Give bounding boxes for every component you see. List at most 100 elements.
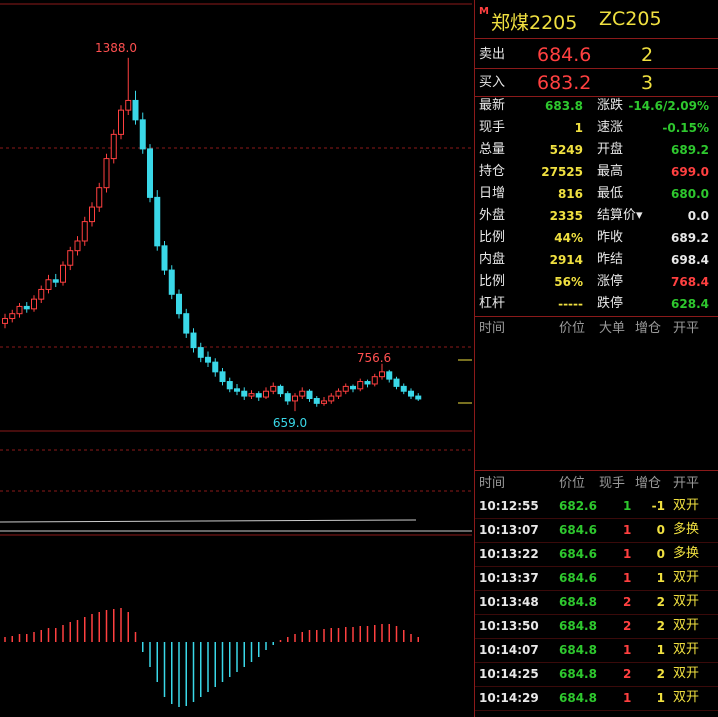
- quote-label: 最低: [597, 186, 624, 201]
- candle-body: [67, 250, 74, 266]
- trade-volume: 1: [623, 547, 632, 561]
- quote-label: 涨跌: [597, 98, 624, 113]
- candle-body: [219, 371, 226, 383]
- trade-volume: 2: [623, 619, 632, 633]
- separator: [475, 96, 718, 97]
- quote-row: 总量 5249 开盘 689.2: [475, 139, 718, 161]
- trade-type: 双开: [673, 498, 700, 513]
- quote-value: 2914: [549, 253, 583, 267]
- row-separator: [475, 614, 718, 615]
- trade-row: 10:14:25 684.8 2 2 双开: [475, 663, 718, 685]
- candle-body: [132, 99, 139, 121]
- trade-oi: 0: [656, 523, 665, 537]
- candle-body: [147, 148, 153, 198]
- column-header: 大单: [599, 321, 626, 336]
- quote-row: 杠杆 ----- 跌停 628.4: [475, 293, 718, 315]
- quote-row: 最新 683.8 涨跌 -14.6/2.09%: [475, 95, 718, 117]
- column-header: 价位: [559, 476, 586, 491]
- column-header: 时间: [479, 476, 506, 491]
- book-price: 683.2: [537, 72, 592, 94]
- quote-value: -14.6/2.09%: [628, 99, 709, 113]
- column-header: 增仓: [635, 476, 662, 491]
- quote-row: 内盘 2914 昨结 698.4: [475, 249, 718, 271]
- quote-label: 最高: [597, 164, 624, 179]
- trade-row: 10:13:50 684.8 2 2 双开: [475, 615, 718, 637]
- trade-oi: 1: [656, 643, 665, 657]
- trade-price: 682.6: [559, 499, 597, 513]
- trade-price: 684.6: [559, 523, 597, 537]
- candle-body: [45, 279, 52, 290]
- candle-body: [176, 293, 182, 315]
- row-separator: [475, 566, 718, 567]
- candle-body: [190, 332, 197, 349]
- trade-volume: 1: [623, 643, 632, 657]
- quote-value: 27525: [541, 165, 583, 179]
- candle-body: [183, 313, 190, 334]
- trade-price: 684.8: [559, 619, 597, 633]
- candle-body: [386, 371, 393, 380]
- trade-oi: 2: [656, 619, 665, 633]
- quote-label: 速涨: [597, 120, 624, 135]
- separator: [475, 316, 718, 317]
- candle-body: [299, 390, 306, 397]
- candle-body: [342, 385, 349, 392]
- trade-price: 684.8: [559, 667, 597, 681]
- trade-row: 10:12:55 682.6 1 -1 双开: [475, 495, 718, 517]
- trade-row: 10:14:29 684.8 1 1 双开: [475, 687, 718, 709]
- trade-row: 10:13:37 684.6 1 1 双开: [475, 567, 718, 589]
- candle-body: [408, 390, 414, 397]
- candle-body: [321, 400, 327, 404]
- trade-time: 10:14:29: [479, 691, 539, 705]
- quote-label: 杠杆: [479, 296, 506, 311]
- trade-price: 684.6: [559, 547, 597, 561]
- trade-oi: -1: [651, 499, 665, 513]
- row-separator: [475, 710, 718, 711]
- candle-body: [241, 390, 248, 397]
- candle-body: [154, 196, 161, 247]
- candle-body: [415, 395, 422, 400]
- trade-price: 684.8: [559, 643, 597, 657]
- candle-body: [328, 395, 335, 402]
- candle-body: [248, 393, 255, 397]
- row-separator: [475, 542, 718, 543]
- trade-time: 10:13:07: [479, 523, 539, 537]
- volume-line: [0, 519, 417, 523]
- quote-row: 比例 44% 昨收 689.2: [475, 227, 718, 249]
- trade-time: 10:13:50: [479, 619, 539, 633]
- trade-type: 多换: [673, 522, 700, 537]
- book-label: 卖出: [479, 47, 506, 62]
- candle-body: [226, 381, 233, 390]
- candle-body: [255, 393, 262, 398]
- quote-label: 外盘: [479, 208, 506, 223]
- book-volume: 3: [641, 72, 654, 94]
- candle-body: [234, 388, 240, 392]
- trade-volume: 2: [623, 595, 632, 609]
- candle-body: [103, 158, 110, 189]
- quote-value: 2335: [549, 209, 583, 223]
- candle-body: [357, 381, 364, 390]
- trade-row: 10:14:07 684.8 1 1 双开: [475, 639, 718, 661]
- candle-body: [277, 385, 284, 395]
- candle-body: [371, 376, 378, 385]
- trade-price: 684.8: [559, 691, 597, 705]
- candle-body: [118, 109, 124, 135]
- price-annotation: 659.0: [273, 416, 307, 430]
- candle-body: [161, 245, 168, 271]
- candle-body: [313, 397, 320, 404]
- quote-value: -0.15%: [662, 121, 709, 135]
- candle-body: [38, 288, 45, 300]
- quote-value: 628.4: [671, 297, 709, 311]
- separator: [475, 470, 718, 471]
- column-header: 开平: [673, 476, 700, 491]
- quote-label: 涨停: [597, 274, 624, 289]
- row-separator: [475, 590, 718, 591]
- book-volume: 2: [641, 44, 654, 66]
- trade-oi: 1: [656, 571, 665, 585]
- candle-body: [139, 119, 146, 150]
- quote-row: 持仓 27525 最高 699.0: [475, 161, 718, 183]
- trade-price: 684.6: [559, 571, 597, 585]
- candle-body: [400, 385, 407, 392]
- quote-label: 比例: [479, 274, 506, 289]
- quote-value: 1: [574, 121, 583, 135]
- quote-label: 开盘: [597, 142, 624, 157]
